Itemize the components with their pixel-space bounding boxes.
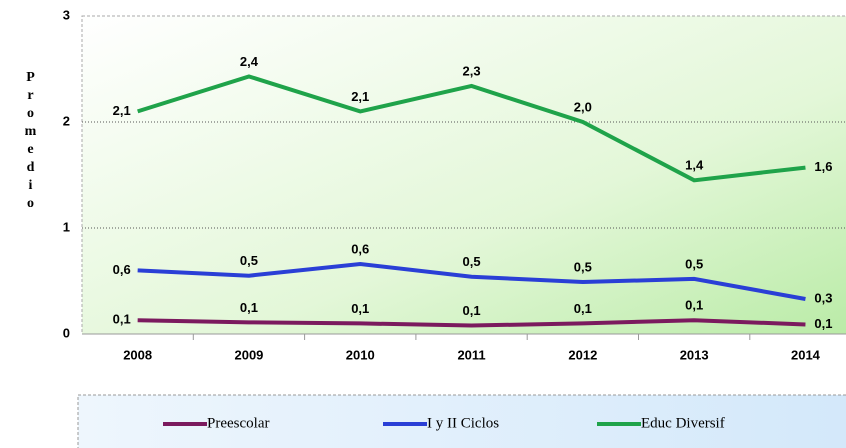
data-label: 0,6: [113, 262, 131, 277]
data-label: 0,1: [240, 300, 258, 315]
plot-area: [81, 15, 846, 335]
data-label: 1,4: [685, 158, 704, 173]
legend-label: I y II Ciclos: [427, 415, 499, 431]
data-label: 2,3: [463, 63, 481, 78]
data-label: 0,5: [240, 253, 258, 268]
data-label: 0,3: [814, 290, 832, 305]
x-tick-label: 2008: [123, 347, 152, 362]
data-label: 2,0: [574, 99, 592, 114]
data-label: 0,1: [685, 298, 703, 313]
series-line: [137, 262, 806, 301]
y-tick-label: 1: [63, 219, 70, 234]
x-tick-label: 2011: [457, 347, 485, 362]
series-line: [137, 318, 806, 328]
data-label: 2,1: [113, 103, 131, 118]
y-tick-label: 3: [63, 7, 70, 22]
data-label: 0,1: [351, 301, 369, 316]
data-label: 2,1: [351, 89, 369, 104]
data-label: 0,1: [113, 312, 131, 327]
data-label: 0,1: [814, 316, 832, 331]
series-line: [137, 74, 806, 183]
data-label: 0,5: [685, 256, 703, 271]
data-label: 0,1: [574, 301, 592, 316]
data-label: 2,4: [240, 54, 259, 69]
y-axis-label: Promedio: [23, 70, 38, 214]
y-tick-label: 0: [63, 325, 70, 340]
data-label: 0,6: [351, 241, 369, 256]
data-label: 1,6: [814, 159, 832, 174]
x-tick-label: 2013: [680, 347, 709, 362]
x-tick-label: 2010: [346, 347, 375, 362]
legend-label: Preescolar: [207, 415, 269, 431]
x-tick-label: 2012: [568, 347, 597, 362]
data-label: 0,5: [463, 254, 481, 269]
data-label: 0,5: [574, 259, 592, 274]
x-tick-label: 2014: [791, 347, 821, 362]
legend-label: Educ Diversif: [641, 415, 725, 431]
y-tick-label: 2: [63, 113, 70, 128]
data-label: 0,1: [463, 303, 481, 318]
x-tick-label: 2009: [234, 347, 263, 362]
legend-box: [77, 394, 846, 448]
